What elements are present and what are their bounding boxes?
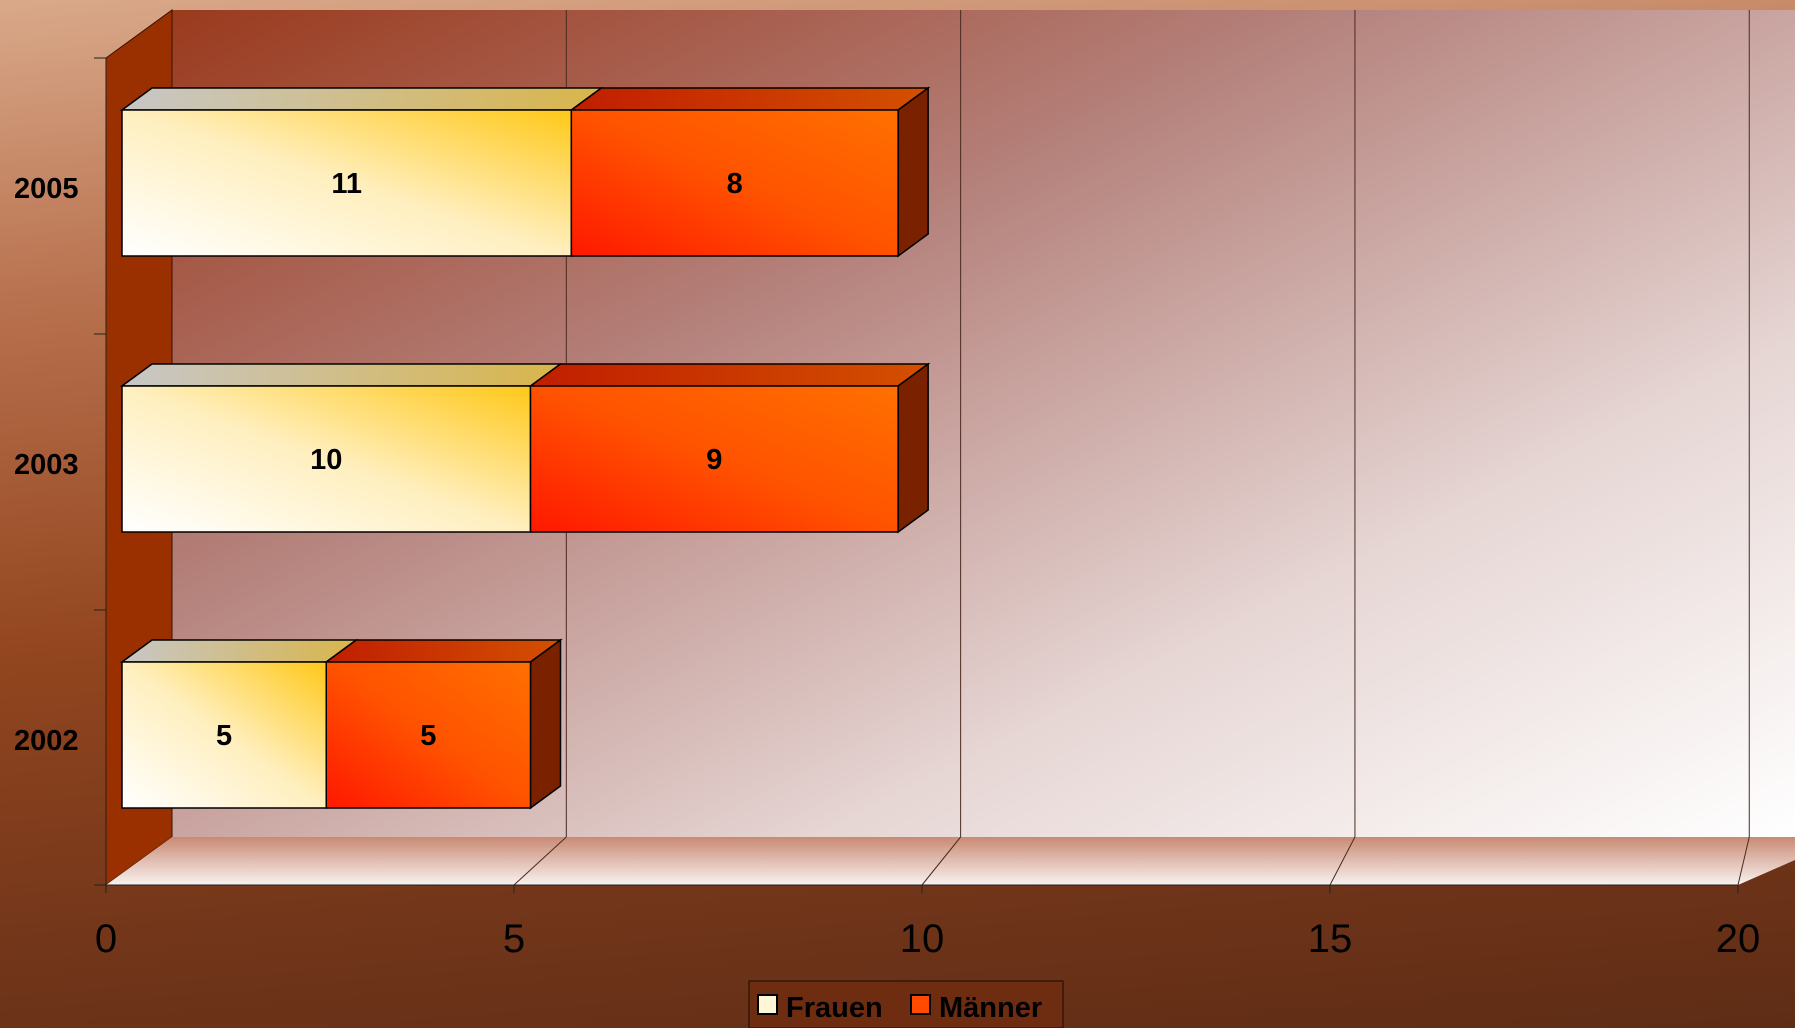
gridline-floor: [513, 836, 567, 886]
data-label: 11: [331, 168, 362, 200]
gridline-floor: [1737, 836, 1750, 886]
bar-side-face: [529, 638, 562, 810]
y-category-label: 2003: [14, 449, 79, 481]
labels: 0 5 10 15 20 2002 5 5 2003 10 9 2005 11 8: [14, 168, 1760, 961]
bar-top-face: [119, 639, 359, 663]
x-tick-label: 15: [1308, 917, 1353, 961]
data-label: 5: [420, 720, 436, 752]
legend-label-maenner: Männer: [939, 992, 1042, 1024]
gridline-floor: [1329, 836, 1356, 886]
y-category-label: 2002: [14, 725, 79, 757]
bar-segment: [570, 109, 899, 257]
x-tick-label: 5: [503, 917, 525, 961]
bar-top-face: [569, 87, 931, 111]
bar-segment: [121, 385, 532, 533]
x-tick-label: 0: [95, 917, 117, 961]
bar-top-face: [119, 363, 563, 387]
data-label: 5: [216, 720, 232, 752]
bars: [119, 86, 931, 810]
legend-label-frauen: Frauen: [786, 992, 883, 1024]
data-label: 9: [706, 444, 722, 476]
y-category-label: 2005: [14, 173, 79, 205]
data-label: 10: [310, 444, 342, 476]
legend: Frauen Männer: [748, 980, 1064, 1028]
bar-segment: [529, 385, 899, 533]
axes: [94, 57, 1739, 893]
x-tick-label: 10: [900, 917, 945, 961]
bar-top-face: [119, 87, 604, 111]
legend-swatch-maenner: [910, 994, 931, 1015]
bar-segment: [325, 661, 532, 809]
bar-side-face: [897, 362, 929, 534]
bar-top-face: [323, 639, 563, 663]
bar-top-face: [528, 363, 931, 387]
bar-segment: [121, 109, 573, 257]
bar-side-face: [897, 86, 929, 258]
data-label: 8: [727, 168, 743, 200]
legend-box: [748, 980, 1064, 1028]
plot-floor: [106, 837, 1795, 885]
x-tick-label: 20: [1716, 917, 1761, 961]
legend-swatch-frauen: [757, 994, 778, 1015]
gridline-floor: [921, 836, 962, 886]
bar-segment: [121, 661, 327, 809]
